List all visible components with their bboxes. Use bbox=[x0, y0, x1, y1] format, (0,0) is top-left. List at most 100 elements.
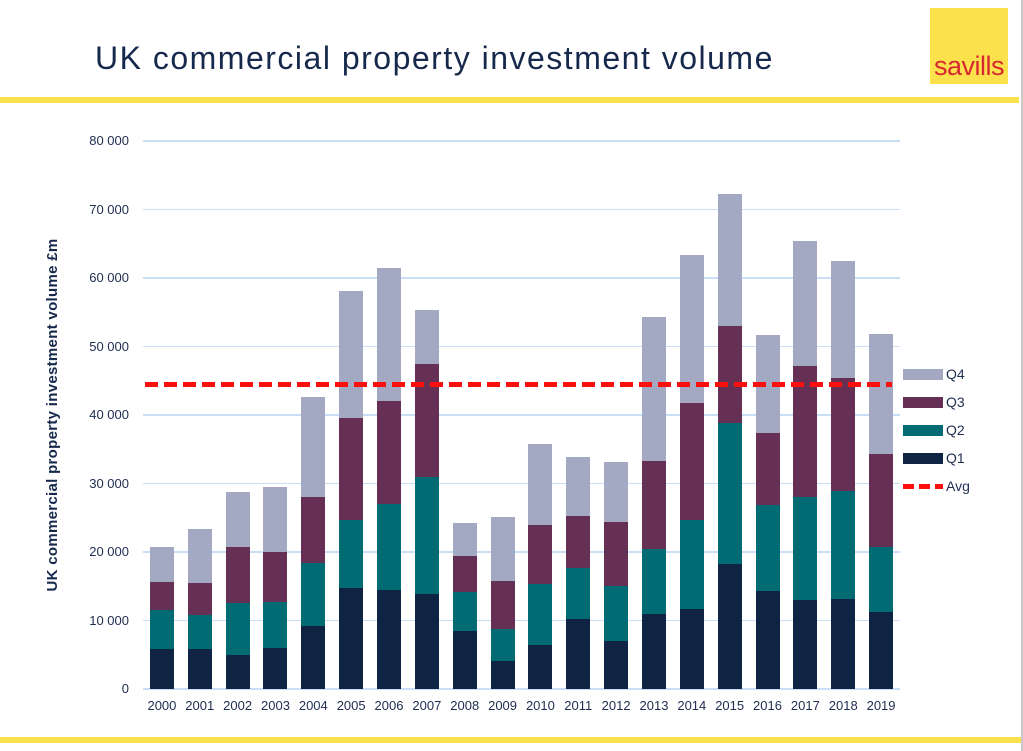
x-axis-tick-label: 2011 bbox=[564, 698, 593, 713]
bar-segment-2000-Q3 bbox=[149, 582, 174, 610]
x-axis-tick-label: 2005 bbox=[336, 698, 366, 713]
legend-item-avg: Avg bbox=[903, 472, 1021, 500]
chart-legend: Q4 Q3 Q2 Q1 Avg bbox=[903, 360, 1021, 500]
bar-segment-2011-Q4 bbox=[566, 456, 591, 517]
gridline bbox=[143, 551, 900, 553]
gridline bbox=[143, 277, 900, 279]
bar-segment-2010-Q3 bbox=[528, 525, 553, 584]
x-axis-tick-label: 2015 bbox=[715, 698, 745, 713]
x-axis-tick-label: 2007 bbox=[412, 698, 442, 713]
bar-segment-2007-Q2 bbox=[414, 477, 439, 595]
gridline bbox=[143, 140, 900, 142]
bar-segment-2014-Q3 bbox=[679, 403, 704, 520]
bar-segment-2017-Q4 bbox=[793, 241, 818, 366]
x-axis-tick-label: 2012 bbox=[601, 698, 631, 713]
gridline bbox=[143, 482, 900, 485]
bar-segment-2005-Q1 bbox=[339, 588, 364, 689]
bar-segment-2019-Q4 bbox=[869, 334, 894, 455]
bar-segment-2019-Q3 bbox=[869, 454, 894, 547]
average-line bbox=[145, 382, 892, 388]
bar-segment-2013-Q4 bbox=[641, 317, 666, 461]
bar-segment-2006-Q4 bbox=[377, 267, 402, 402]
bar-segment-2007-Q1 bbox=[414, 594, 439, 689]
savills-logo: savills bbox=[930, 8, 1008, 84]
x-axis-tick-label: 2016 bbox=[753, 698, 782, 713]
bar-segment-2002-Q1 bbox=[225, 655, 250, 689]
bar-segment-2011-Q1 bbox=[566, 619, 591, 689]
x-axis-tick-label: 2002 bbox=[223, 698, 253, 713]
bar-segment-2010-Q2 bbox=[528, 583, 553, 646]
gridline bbox=[143, 688, 900, 690]
bar-segment-2015-Q3 bbox=[717, 325, 742, 423]
x-axis-tick-label: 2008 bbox=[450, 698, 480, 713]
bar-segment-2001-Q3 bbox=[187, 582, 212, 615]
bar-segment-2017-Q2 bbox=[793, 497, 818, 600]
bar-segment-2018-Q3 bbox=[831, 378, 856, 492]
y-axis-tick-label: 20 000 bbox=[89, 544, 129, 559]
legend-swatch-q3 bbox=[903, 396, 943, 408]
bar-segment-2004-Q1 bbox=[301, 625, 326, 689]
bar-segment-2014-Q4 bbox=[679, 255, 704, 404]
legend-label-q2: Q2 bbox=[946, 422, 965, 438]
bar-segment-2000-Q1 bbox=[149, 649, 174, 689]
bar-segment-2019-Q2 bbox=[869, 546, 894, 613]
bar-segment-2008-Q3 bbox=[452, 556, 477, 592]
bar-segment-2017-Q3 bbox=[793, 365, 818, 498]
page-title: UK commercial property investment volume bbox=[95, 40, 774, 76]
bar-segment-2002-Q2 bbox=[225, 602, 250, 656]
bar-segment-2001-Q2 bbox=[187, 615, 212, 649]
bar-segment-2005-Q3 bbox=[339, 417, 364, 520]
legend-item-q3: Q3 bbox=[903, 388, 1021, 416]
bar-segment-2001-Q1 bbox=[187, 648, 212, 689]
bar-segment-2010-Q4 bbox=[528, 444, 553, 526]
x-axis-tick-label: 2019 bbox=[866, 698, 896, 713]
bar-segment-2019-Q1 bbox=[869, 612, 894, 689]
legend-label-avg: Avg bbox=[946, 478, 970, 494]
x-axis-tick-label: 2004 bbox=[298, 698, 328, 713]
bar-segment-2012-Q4 bbox=[604, 461, 629, 522]
legend-item-q2: Q2 bbox=[903, 416, 1021, 444]
legend-label-q4: Q4 bbox=[946, 366, 965, 382]
gridline bbox=[143, 345, 900, 348]
bar-segment-2008-Q1 bbox=[452, 630, 477, 689]
bar-segment-2011-Q2 bbox=[566, 568, 591, 620]
bar-segment-2010-Q1 bbox=[528, 645, 553, 689]
y-axis-tick-label: 80 000 bbox=[89, 133, 129, 148]
y-axis-tick-label: 50 000 bbox=[89, 338, 129, 354]
x-axis-tick-label: 2000 bbox=[147, 698, 177, 713]
bar-segment-2006-Q2 bbox=[377, 504, 402, 590]
legend-avg-line-swatch bbox=[903, 483, 943, 489]
x-axis-tick-label: 2006 bbox=[374, 698, 404, 713]
x-axis-tick-label: 2001 bbox=[185, 698, 215, 713]
bar-segment-2004-Q3 bbox=[301, 496, 326, 563]
legend-item-q4: Q4 bbox=[903, 360, 1021, 388]
bar-segment-2003-Q1 bbox=[263, 647, 288, 689]
savills-logo-text: savills bbox=[934, 51, 1005, 81]
bar-segment-2009-Q3 bbox=[490, 581, 515, 629]
y-axis-tick-label: 40 000 bbox=[89, 407, 129, 422]
plot-area: 0 10 000 20 000 30 000 40 000 50 000 60 000 70 … bbox=[89, 133, 900, 713]
top-yellow-divider bbox=[0, 97, 1019, 103]
bar-segment-2009-Q2 bbox=[490, 628, 515, 661]
bar-segment-2002-Q4 bbox=[225, 492, 250, 548]
bar-segment-2012-Q1 bbox=[604, 641, 629, 689]
bar-segment-2001-Q4 bbox=[187, 528, 212, 583]
bar-segment-2007-Q4 bbox=[414, 310, 439, 365]
bar-segment-2014-Q2 bbox=[679, 519, 704, 609]
bar-segment-2015-Q1 bbox=[717, 563, 742, 689]
bottom-yellow-divider bbox=[0, 737, 1021, 743]
x-axis-tick-label: 2013 bbox=[639, 698, 669, 713]
bar-segment-2013-Q3 bbox=[641, 460, 666, 550]
bar-segment-2003-Q4 bbox=[263, 486, 288, 552]
bar-segment-2012-Q3 bbox=[604, 521, 629, 587]
legend-swatch-q1 bbox=[903, 452, 943, 464]
y-axis-tick-label: 70 000 bbox=[89, 201, 129, 217]
bar-segment-2004-Q4 bbox=[301, 396, 326, 497]
bar-segment-2013-Q1 bbox=[641, 614, 666, 689]
bar-segment-2011-Q3 bbox=[566, 516, 591, 569]
gridline bbox=[143, 414, 900, 416]
bar-segment-2015-Q4 bbox=[717, 194, 742, 326]
bar-segment-2009-Q1 bbox=[490, 660, 515, 689]
y-axis-tick-label: 30 000 bbox=[89, 475, 129, 491]
